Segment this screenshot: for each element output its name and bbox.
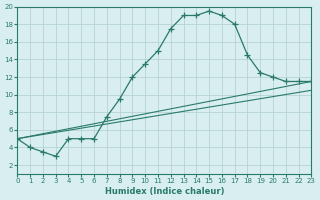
X-axis label: Humidex (Indice chaleur): Humidex (Indice chaleur) [105, 187, 224, 196]
